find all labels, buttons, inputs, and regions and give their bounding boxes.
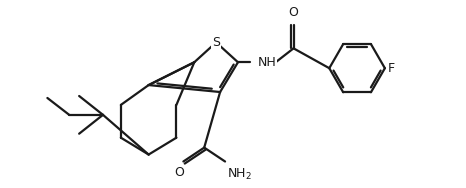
Text: NH: NH <box>258 56 276 69</box>
Text: O: O <box>288 6 299 19</box>
Text: NH$_2$: NH$_2$ <box>227 166 252 182</box>
Text: S: S <box>212 36 220 49</box>
Text: F: F <box>388 62 395 75</box>
Text: O: O <box>174 166 185 180</box>
